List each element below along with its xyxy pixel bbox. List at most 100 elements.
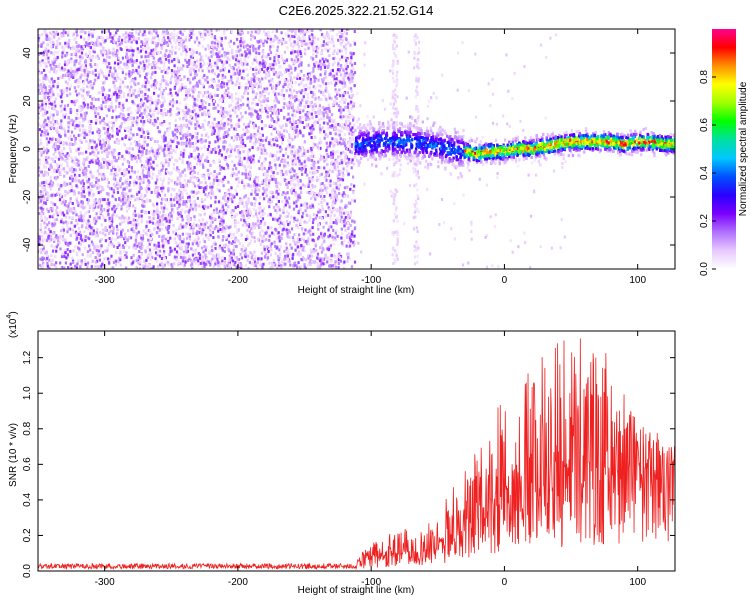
spectrogram-cell [256,140,259,144]
spectrogram-cell [261,133,264,137]
spectrogram-cell [262,100,266,103]
spectrogram-cell [161,75,165,79]
spectrogram-cell [38,158,41,162]
spectrogram-cell [74,89,77,93]
spectrogram-cell [152,61,155,64]
spectrogram-cell [317,227,320,231]
spectrogram-cell [56,51,59,54]
spectrogram-cell [89,95,92,99]
spectrogram-cell [240,76,244,80]
spectrogram-cell [314,242,317,246]
spectrogram-cell [269,267,272,269]
spectrogram-cell [334,198,338,202]
spectrogram-cell [352,191,355,195]
spectrogram-cell [160,80,163,84]
spectrogram-cell [169,236,172,240]
spectrogram-cell [132,179,135,183]
spectrogram-cell [155,120,158,124]
spectrogram-cell [296,60,299,64]
spectrogram-cell [311,42,314,46]
spectrogram-cell [271,154,274,158]
spectrogram-cell [316,265,319,268]
spectrogram-cell [42,75,45,79]
spectrogram-cell [286,197,289,201]
spectrogram-cell [63,115,66,119]
spectrogram-cell [264,89,267,93]
spectrogram-cell [48,79,51,83]
spectrogram-cell [174,41,177,45]
spectrogram-cell [213,117,216,121]
spectrogram-cell [274,95,277,99]
spectrogram-cell [308,37,311,41]
spectrogram-cell [173,64,176,68]
spectrogram-cell [49,237,52,241]
spectrogram-cell [192,105,195,109]
spectrogram-cell [134,89,137,93]
spectrogram-cell [177,76,180,80]
spectrogram-cell [161,149,164,153]
spectrogram-cell [161,96,164,99]
spectrogram-cell [170,202,173,206]
spectrogram-cell [41,186,44,190]
spectrogram-cell [341,38,344,42]
spectrogram-cell [147,52,150,56]
spectrogram-cell [231,215,234,219]
spectrogram-cell [171,70,174,74]
spectrogram-cell [140,164,144,168]
spectrogram-cell [116,187,119,191]
spectrogram-cell [312,248,315,252]
spectrogram-cell [81,63,84,67]
spectrogram-cell [257,159,260,163]
spectrogram-cell [194,112,197,116]
spectrogram-cell [181,259,184,263]
spectrogram-cell [140,242,143,246]
spectrogram-cell [100,150,104,154]
spectrogram-cell [66,161,69,165]
spectrogram-cell [66,182,69,186]
spectrogram-cell [184,133,187,137]
spectrogram-cell [52,80,55,84]
spectrogram-cell [74,162,77,166]
spectrogram-cell [228,192,231,196]
spectrogram-cell [314,185,317,189]
spectrogram-cell [203,240,206,244]
spectrogram-cell [163,30,166,34]
spectrogram-cell [87,35,90,39]
spectrogram-cell [198,181,202,185]
spectrogram-cell [325,148,328,152]
spectrogram-cell [77,124,80,128]
spectrogram-cell [337,187,340,191]
spectrogram-cell [249,139,252,143]
spectrogram-cell [62,142,65,146]
spectrogram-cell [310,250,313,254]
spectrogram-cell [327,206,330,210]
spectrogram-cell [278,65,281,69]
spectrogram-cell [234,188,237,192]
spectrogram-cell [101,250,104,254]
spectrogram-cell [91,251,95,255]
spectrogram-cell [193,240,196,243]
spectrogram-cell [58,145,61,149]
spectrogram-cell [189,218,192,222]
spectrogram-cell [163,120,166,123]
spectrogram-cell [108,108,111,112]
spectrogram-cell [123,121,126,125]
spectrogram-cell [350,160,353,164]
spectrogram-cell [252,121,255,125]
spectrogram-cell [306,72,310,76]
spectrogram-cell [51,32,55,36]
spectrogram-cell [183,148,186,152]
spectrogram-cell [79,88,82,92]
spectrogram-cell [325,42,328,46]
spectrogram-cell [227,234,230,238]
spectrogram-cell [42,190,45,194]
spectrogram-cell [283,249,286,253]
spectrogram-cell [97,191,100,195]
spectrogram-cell [205,221,208,225]
spectrogram-cell [84,131,87,135]
spectrogram-cell [108,146,111,150]
spectrogram-cell [230,30,233,34]
spectrogram-cell [185,49,188,53]
spectrogram-cell [320,201,323,204]
spectrogram-cell [351,93,354,97]
